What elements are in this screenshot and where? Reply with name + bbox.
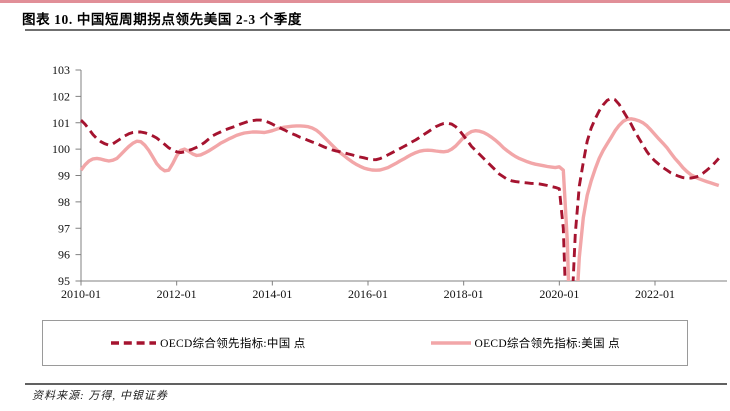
- x-axis-tick-label: 2018-01: [444, 287, 484, 301]
- y-axis-tick-label: 98: [58, 195, 70, 209]
- x-axis-tick-label: 2012-01: [157, 287, 197, 301]
- source-text: 资料来源: 万得, 中银证券: [32, 390, 168, 402]
- y-axis-tick-label: 97: [58, 221, 70, 235]
- us-solid-line-swatch: [430, 341, 471, 345]
- china-dashed-line-swatch: [111, 341, 157, 345]
- legend-item-china: OECD综合领先指标:中国 点: [110, 335, 305, 351]
- y-axis-tick-label: 95: [58, 274, 70, 288]
- x-axis-tick-label: 2016-01: [348, 287, 388, 301]
- legend-label-china: OECD综合领先指标:中国 点: [160, 338, 306, 350]
- legend-item-us: OECD综合领先指标:美国 点: [430, 335, 620, 351]
- top-accent-bar: [0, 0, 730, 3]
- chart-title: 图表 10. 中国短周期拐点领先美国 2-3 个季度: [22, 12, 302, 27]
- x-axis-tick-label: 2010-01: [61, 287, 101, 301]
- y-axis-tick-label: 100: [52, 142, 70, 156]
- x-axis-tick-label: 2014-01: [252, 287, 292, 301]
- x-axis-tick-label: 2022-01: [635, 287, 675, 301]
- china-series-line: [79, 97, 720, 281]
- x-axis-tick-label: 2020-01: [539, 287, 579, 301]
- source-divider: [25, 383, 727, 385]
- y-axis-tick-label: 99: [58, 169, 70, 183]
- legend-box: OECD综合领先指标:中国 点 OECD综合领先指标:美国 点: [42, 320, 688, 366]
- y-axis-tick-label: 101: [52, 116, 70, 130]
- title-divider: [25, 29, 730, 31]
- y-axis-tick-label: 103: [52, 63, 70, 77]
- y-axis-tick-label: 96: [58, 248, 70, 262]
- legend-label-us: OECD综合领先指标:美国 点: [474, 338, 620, 350]
- us-series-line: [79, 117, 720, 281]
- y-axis-tick-label: 102: [52, 89, 70, 103]
